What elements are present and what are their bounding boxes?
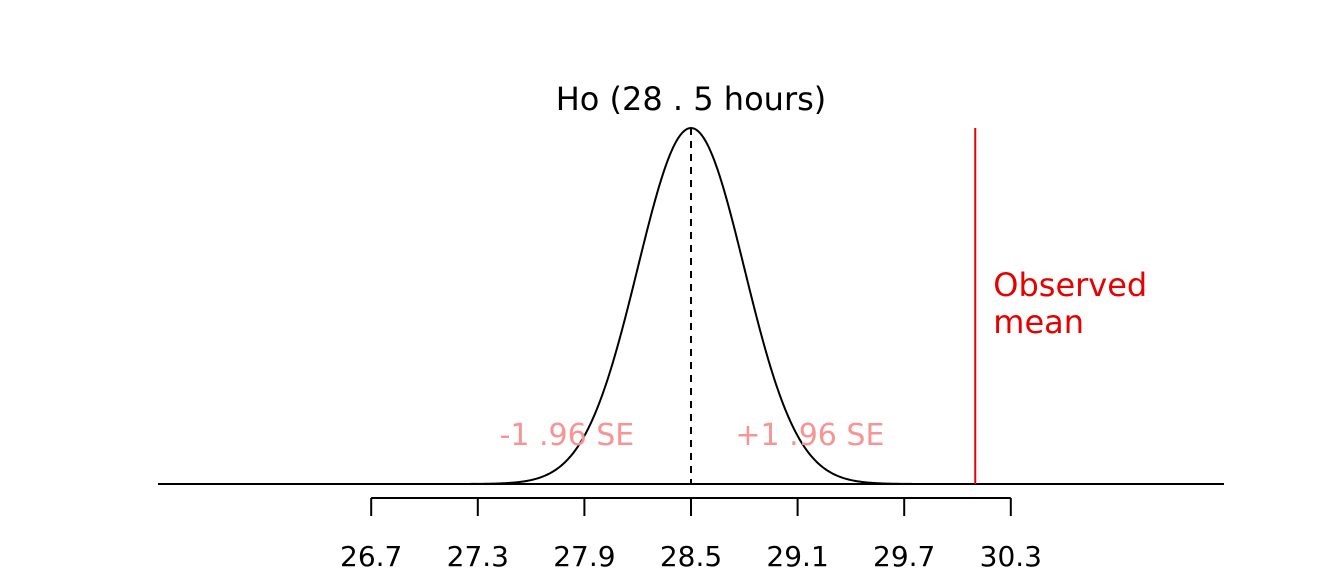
x-tick-label: 29.7 bbox=[873, 540, 935, 573]
x-tick-label: 26.7 bbox=[340, 540, 402, 573]
x-tick-label: 29.1 bbox=[766, 540, 828, 573]
x-tick-label: 27.3 bbox=[447, 540, 509, 573]
x-tick-label: 27.9 bbox=[553, 540, 615, 573]
observed-mean-label-line-1: Observed bbox=[993, 266, 1147, 304]
x-tick-label: 30.3 bbox=[980, 540, 1042, 573]
x-tick-label: 28.5 bbox=[660, 540, 722, 573]
chart-title: Ho (28 . 5 hours) bbox=[556, 80, 827, 118]
observed-mean-label-line-2: mean bbox=[993, 303, 1084, 341]
lower-critical-label: -1 .96 SE bbox=[500, 418, 635, 453]
upper-critical-label: +1 .96 SE bbox=[735, 418, 884, 453]
x-axis: 26.7 27.3 27.9 28.5 29.1 29.7 30.3 bbox=[340, 497, 1042, 573]
